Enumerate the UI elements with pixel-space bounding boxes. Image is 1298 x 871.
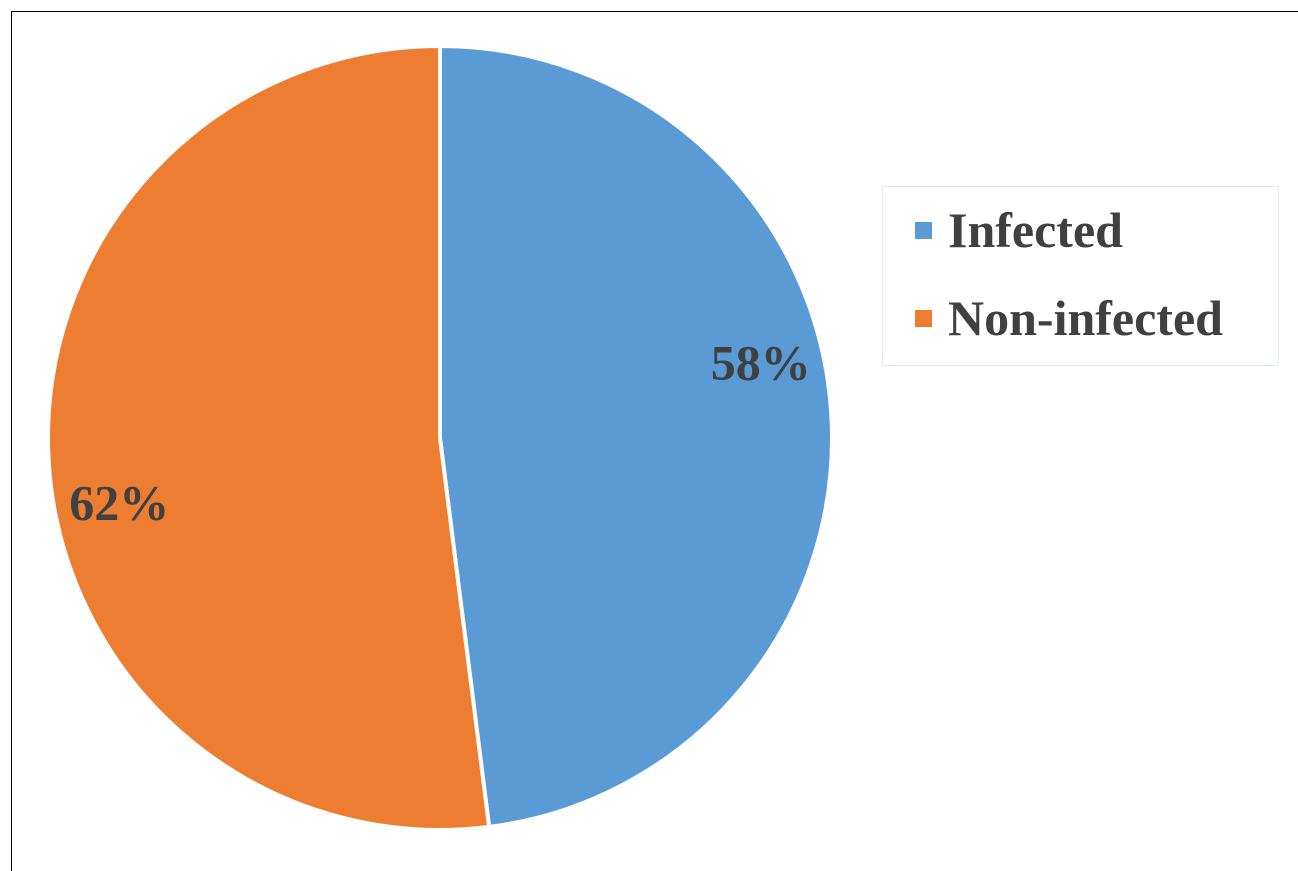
data-label-infected: 58%: [711, 334, 811, 390]
legend-swatch-infected: [915, 221, 932, 239]
pie-slice-non-infected: [46, 44, 492, 832]
legend-item-non-infected: Non-infected: [915, 289, 1223, 347]
data-label-non-infected: 62%: [69, 475, 169, 531]
pie-slice-infected: [438, 44, 834, 829]
legend-label-infected: Infected: [948, 202, 1123, 258]
chart-frame: [11, 11, 1298, 871]
legend: Infected Non-infected: [882, 186, 1279, 366]
legend-item-infected: Infected: [915, 201, 1123, 259]
legend-swatch-non-infected: [915, 309, 932, 327]
legend-label-non-infected: Non-infected: [948, 290, 1223, 346]
